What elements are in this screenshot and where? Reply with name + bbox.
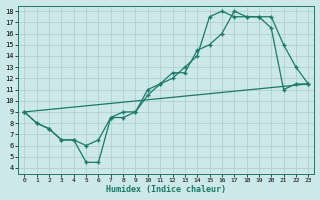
X-axis label: Humidex (Indice chaleur): Humidex (Indice chaleur)	[106, 185, 226, 194]
